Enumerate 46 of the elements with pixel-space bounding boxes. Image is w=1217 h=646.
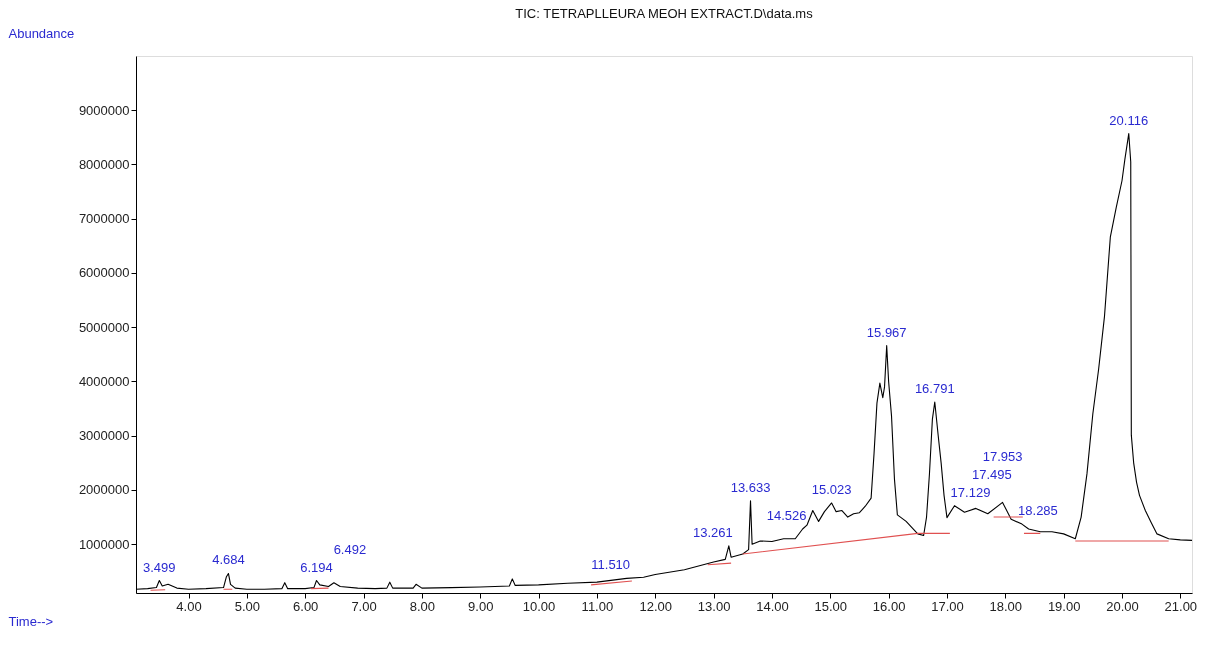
chart-title: TIC: TETRAPLLEURA MEOH EXTRACT.D\data.ms <box>515 6 814 21</box>
x-tick-label: 21.00 <box>1164 598 1198 614</box>
x-tick-label: 13.00 <box>697 598 731 614</box>
annotation: 15.023 <box>811 481 852 497</box>
y-tick-label: 7000000 <box>78 211 130 227</box>
x-tick-label: 5.00 <box>234 598 261 614</box>
x-tick-label: 7.00 <box>351 598 377 614</box>
y-tick-label: 2000000 <box>78 482 130 498</box>
y-tick-label: 6000000 <box>78 265 130 281</box>
annotation: 13.261 <box>692 524 733 540</box>
x-tick-label: 17.00 <box>931 598 964 614</box>
annotation: 17.495 <box>971 467 1012 483</box>
annotation: 6.194 <box>300 559 333 575</box>
annotation: 15.967 <box>866 324 907 340</box>
annotation: 14.526 <box>766 507 807 523</box>
annotation: 6.492 <box>333 541 367 557</box>
x-tick-label: 19.00 <box>1047 598 1081 614</box>
x-tick-label: 8.00 <box>409 598 436 614</box>
y-tick-label: 5000000 <box>78 319 130 335</box>
x-tick-label: 16.00 <box>872 598 906 614</box>
annotation: 17.953 <box>982 449 1023 465</box>
y-tick-label: 9000000 <box>78 102 130 118</box>
y-tick-label: 8000000 <box>78 156 130 172</box>
x-tick-label: 14.00 <box>756 598 789 614</box>
x-tick-label: 20.00 <box>1106 598 1139 614</box>
annotation: 17.129 <box>950 484 991 500</box>
x-tick-label: 12.00 <box>639 598 673 614</box>
x-tick-label: 11.00 <box>581 598 614 614</box>
y-tick-label: 4000000 <box>78 373 130 389</box>
y-tick-label: 1000000 <box>78 536 130 552</box>
x-tick-label: 15.00 <box>814 598 848 614</box>
x-tick-label: 18.00 <box>989 598 1023 614</box>
x-tick-label: 6.00 <box>293 598 319 614</box>
x-tick-label: 10.00 <box>522 598 556 614</box>
annotation: 3.499 <box>143 559 176 575</box>
annotation: 13.633 <box>730 479 771 495</box>
annotation: 16.791 <box>914 381 955 397</box>
x-tick-label: 9.00 <box>468 598 494 614</box>
x-tick-label: 4.00 <box>176 598 202 614</box>
annotation: 11.510 <box>591 557 631 573</box>
annotation: 20.116 <box>1109 112 1149 128</box>
y-axis-title: Abundance <box>8 25 75 41</box>
x-axis-title: Time--> <box>8 613 54 629</box>
annotation: 4.684 <box>212 552 245 568</box>
y-tick-label: 3000000 <box>78 428 130 444</box>
annotation: 18.285 <box>1018 503 1058 519</box>
